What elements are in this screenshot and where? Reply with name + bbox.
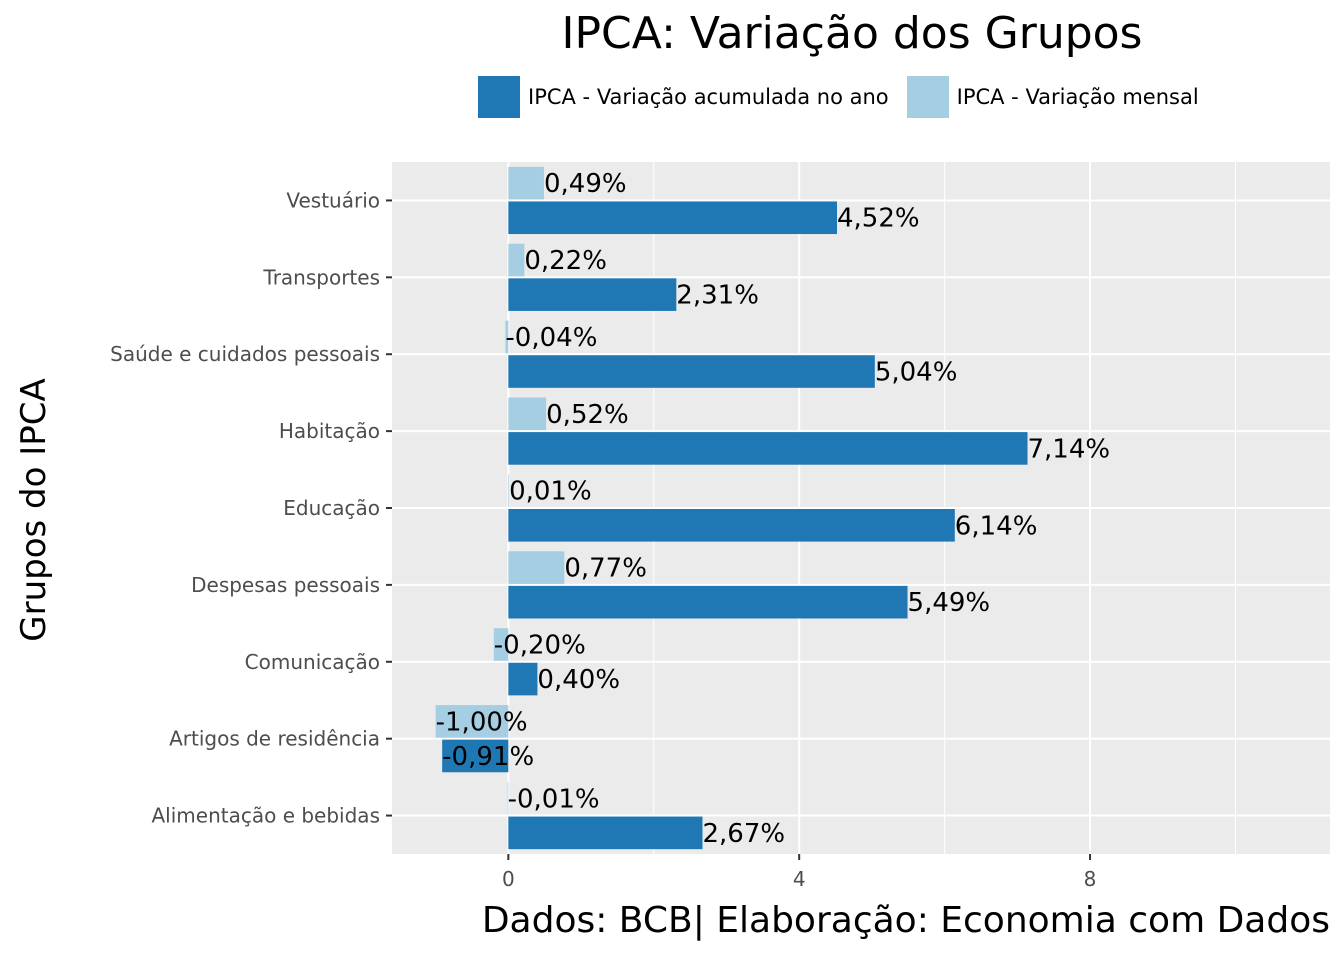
data-label-mensal: 0,01% [509,477,592,507]
bar-acumulada [508,355,875,388]
data-label-mensal: -0,20% [494,630,586,660]
y-tick-label: Despesas pessoais [191,573,380,597]
x-axis: 0 4 8 [502,854,1096,891]
bar-mensal [508,397,547,431]
bar-acumulada [508,278,677,311]
x-tick-label: 4 [793,867,806,891]
y-tick-label: Comunicação [245,650,380,674]
labels-layer: 0,49% 4,52% 0,22% 2,31% -0,04% 5,04% 0,52% 7,14… [436,169,1110,849]
y-tick-label: Vestuário [286,188,380,212]
data-label-acumulada: 6,14% [955,511,1038,541]
data-label-acumulada: 2,67% [702,819,785,849]
x-tick-label: 0 [502,867,515,891]
bar-acumulada [508,662,538,696]
y-tick-label: Educação [283,496,380,520]
bar-acumulada [508,509,955,542]
bar-mensal [435,705,509,738]
data-label-acumulada: 7,14% [1028,434,1111,464]
y-axis: Vestuário Transportes Saúde e cuidados pes… [110,188,392,828]
bar-mensal [508,551,565,584]
bar-acumulada [508,585,908,619]
data-label-mensal: -1,00% [436,707,528,737]
bar-mensal [507,781,509,815]
data-label-acumulada: 5,04% [875,358,958,388]
data-label-acumulada: 2,31% [676,281,759,311]
y-axis-title: Grupos do IPCA [14,378,54,642]
legend-swatch-mensal [906,76,949,118]
legend-item-acumulada: IPCA - Variação acumulada no ano [478,76,889,118]
bar-mensal [493,628,509,661]
bar-mensal [508,474,510,507]
bar-acumulada [508,816,703,850]
data-label-acumulada: 5,49% [908,588,991,618]
data-label-acumulada: 4,52% [837,204,920,234]
legend-swatch-acumulada [478,76,520,118]
y-tick-label: Artigos de residência [169,727,380,751]
data-label-mensal: 0,22% [524,246,607,276]
data-label-mensal: -0,01% [508,784,600,814]
data-label-acumulada: -0,91% [442,742,534,772]
y-tick-label: Habitação [279,419,380,443]
y-tick-label: Saúde e cuidados pessoais [110,342,380,366]
data-label-mensal: 0,49% [544,169,627,199]
legend-label-acumulada: IPCA - Variação acumulada no ano [528,85,889,109]
data-label-mensal: -0,04% [505,323,597,353]
chart-title: IPCA: Variação dos Grupos [561,8,1143,59]
legend-item-mensal: IPCA - Variação mensal [906,76,1199,118]
data-label-mensal: 0,52% [546,400,629,430]
x-axis-title: Dados: BCB| Elaboração: Economia com Dad… [481,900,1330,941]
bar-acumulada [508,201,838,235]
legend-label-mensal: IPCA - Variação mensal [956,85,1199,109]
bar-mensal [508,243,525,277]
y-tick-label: Alimentação e bebidas [152,804,381,828]
bar-acumulada [442,739,509,773]
bars-layer [435,166,1028,850]
x-tick-label: 8 [1084,867,1097,891]
bar-mensal [508,166,544,200]
bar-acumulada [508,432,1028,465]
bar-mensal [505,320,509,354]
legend: IPCA - Variação acumulada no ano IPCA - … [478,76,1217,118]
data-label-acumulada: 0,40% [537,665,620,695]
data-label-mensal: 0,77% [564,554,647,584]
grid-layer [392,162,1330,854]
y-tick-label: Transportes [262,265,380,289]
